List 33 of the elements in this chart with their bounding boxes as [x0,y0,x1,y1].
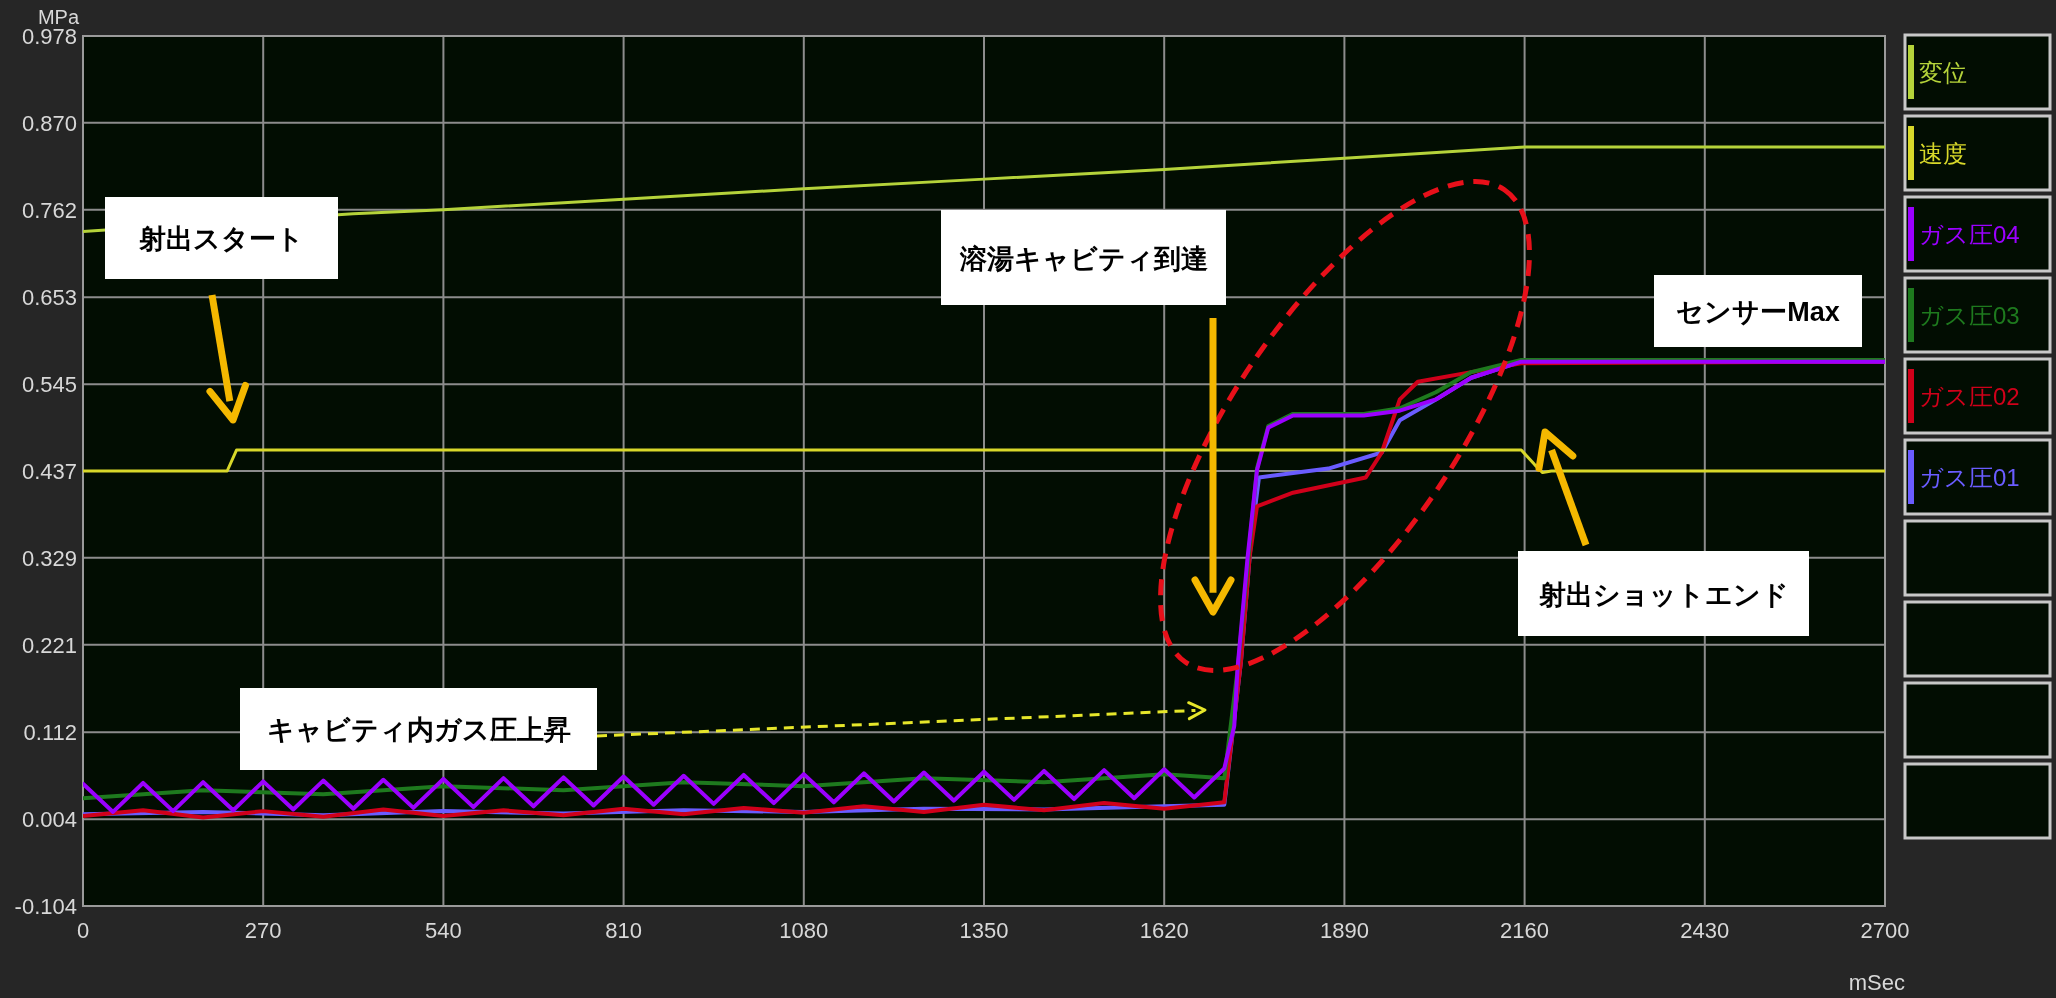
x-tick-label: 2160 [1500,918,1550,943]
legend-label: ガス圧01 [1919,464,2020,491]
y-tick-label: 0.545 [21,372,77,398]
x-tick-label: 810 [605,918,642,943]
y-tick-label: 0.653 [21,285,77,311]
y-tick-label: 0.870 [21,110,77,136]
x-tick-label: 2430 [1680,918,1730,943]
y-tick-label: 0.004 [21,807,77,833]
x-tick-label: 270 [244,918,282,943]
annotation: キャビティ内ガス圧上昇 [266,715,571,745]
x-tick-label: 1080 [779,918,829,943]
annotation: 射出ショットエンド [1538,579,1789,610]
y-tick-label: 0.221 [21,632,77,658]
annotation: 溶湯キャビティ到達 [958,243,1208,274]
legend-label: 変位 [1919,59,1967,86]
x-tick-label: 0 [76,918,90,943]
x-tick-label: 2700 [1860,918,1910,943]
legend-label: ガス圧04 [1919,221,2020,248]
y-tick-label: 0.112 [23,720,77,746]
legend-label: ガス圧03 [1919,302,2020,329]
x-axis-title: mSec [1848,970,1905,995]
x-tick-label: 1350 [959,918,1009,943]
annotation: 射出スタート [139,224,304,254]
x-tick-label: 1890 [1319,918,1369,943]
annotation: センサーMax [1676,297,1840,327]
x-tick-label: 540 [425,918,462,943]
x-tick-label: 1620 [1139,918,1189,943]
y-tick-label: 0.437 [21,459,77,484]
y-tick-label: 0.762 [21,197,77,223]
legend-label: ガス圧02 [1919,383,2020,410]
legend-label: 速度 [1919,140,1967,167]
y-tick-label: -0.104 [14,894,77,919]
y-tick-label: 0.329 [21,545,77,571]
